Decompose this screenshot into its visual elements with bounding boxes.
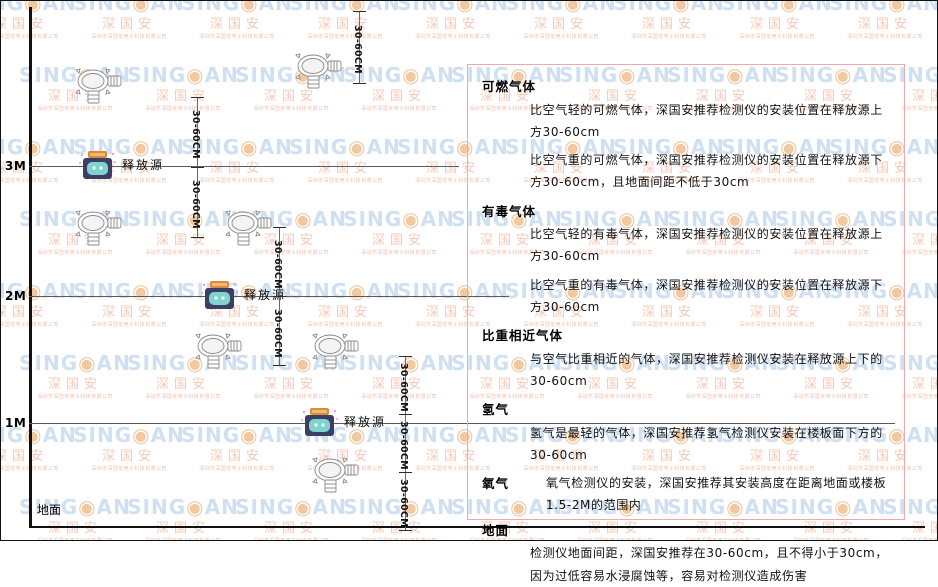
dim-right-tick: [399, 356, 412, 357]
dim-upper-tick: [191, 237, 204, 238]
dim-right-tick: [399, 530, 412, 531]
section-heading-similar-density-gas: 比重相近气体: [482, 328, 564, 343]
section-paragraph: 氧气检测仪的安装，深国安推荐其安装高度在距离地面或楼板1.5-2M的范围内: [546, 476, 887, 513]
source-2m-icon: [201, 280, 241, 312]
dim-middle-tick: [273, 227, 286, 228]
dim-right-label: 30-60CM: [398, 363, 409, 412]
source-1m-lead-line: [32, 423, 301, 424]
installation-guidelines-panel: 可燃气体比空气轻的可燃气体，深国安推荐检测仪的安装位置在释放源上方30-60cm…: [467, 64, 905, 583]
dim-top-label: 30-60CM: [352, 25, 363, 74]
section-paragraph: 检测仪地面间距，深国安推荐在30-60cm，且不得小于30cm，因为过低容易水浸…: [530, 546, 888, 583]
dim-middle: 30-60CM 30-60CM: [272, 227, 286, 366]
dim-right-rule: [405, 356, 406, 530]
section-paragraph: 比空气轻的有毒气体，深国安推荐检测仪的安装位置在释放源上方30-60cm: [530, 227, 883, 264]
section-body-oxygen: 氧气检测仪的安装，深国安推荐其安装高度在距离地面或楼板1.5-2M的范围内: [538, 472, 890, 516]
dim-upper: 30-60CM 30-60CM: [190, 97, 204, 238]
detector-top-middle-icon: [289, 49, 347, 91]
dim-right: 30-60CM 30-60CM 30-60CM: [398, 356, 412, 531]
dim-right-label: 30-60CM: [398, 421, 409, 470]
section-toxic-gas: 有毒气体比空气轻的有毒气体，深国安推荐检测仪的安装位置在释放源上方30-60cm…: [482, 200, 890, 319]
section-heading-combustible-gas: 可燃气体: [482, 79, 537, 94]
source-2m-label: 释放源: [244, 288, 287, 302]
section-body-ground: 检测仪地面间距，深国安推荐在30-60cm，且不得小于30cm，因为过低容易水浸…: [482, 542, 890, 586]
source-2m-lead-line: [32, 296, 201, 297]
section-paragraph: 比空气重的有毒气体，深国安推荐检测仪的安装位置在释放源下方30-60cm: [530, 277, 883, 314]
level-label-2m: 2M: [5, 289, 27, 303]
dim-right-tick: [399, 414, 412, 415]
dim-upper-tick: [191, 167, 204, 168]
detector-mid-left-icon: [69, 206, 127, 248]
level-line-1m: [29, 423, 895, 424]
detector-lower-right-icon: [306, 329, 364, 371]
section-hydrogen: 氢气氢气是最轻的气体，深国安推荐氢气检测仪安装在楼板面下方的30-60cm: [482, 398, 890, 466]
dim-right-tick: [399, 472, 412, 473]
source-3m-lead-line: [32, 166, 79, 167]
vertical-axis: [29, 7, 32, 528]
dim-middle-tick: [273, 296, 286, 297]
section-body-hydrogen: 氢气是最轻的气体，深国安推荐氢气检测仪安装在楼板面下方的30-60cm: [482, 422, 890, 466]
section-ground: 地面检测仪地面间距，深国安推荐在30-60cm，且不得小于30cm，因为过低容易…: [482, 519, 890, 587]
dim-top-rule: [359, 11, 360, 83]
section-paragraph: 比空气轻的可燃气体，深国安推荐检测仪的安装位置在释放源上方30-60cm: [530, 102, 883, 139]
dim-upper-tick: [191, 97, 204, 98]
level-line-3m: [29, 166, 459, 167]
section-paragraph: 与空气比重相近的气体，深国安推荐检测仪安装在释放源上下的30-60cm: [530, 351, 883, 388]
dim-top: 30-60CM: [352, 11, 366, 84]
dim-upper-label: 30-60CM: [190, 110, 201, 159]
detector-lower-left-icon: [189, 329, 247, 371]
source-1m-icon: [301, 407, 341, 439]
dim-top-tick: [353, 11, 366, 12]
detector-top-left-icon: [69, 64, 127, 106]
section-paragraph: 氢气是最轻的气体，深国安推荐氢气检测仪安装在楼板面下方的30-60cm: [530, 425, 883, 463]
level-line-2m: [29, 296, 509, 297]
section-heading-toxic-gas: 有毒气体: [482, 203, 537, 219]
dim-upper-label: 30-60CM: [190, 180, 201, 229]
dim-right-label: 30-60CM: [398, 479, 409, 528]
gas-detector-installation-diagram: 3M 2M 1M 释放源 释放源 释放源 30-60CM 30-60CM 30-60CM 30…: [1, 1, 937, 540]
section-heading-ground: 地面: [482, 522, 510, 538]
section-paragraph: 比空气重的可燃气体，深国安推荐检测仪的安装位置在释放源下方30-60cm，且地面…: [530, 153, 883, 190]
source-3m-icon: [79, 150, 119, 182]
dim-middle-tick: [273, 365, 286, 366]
section-similar-density-gas: 比重相近气体与空气比重相近的气体，深国安推荐检测仪安装在释放源上下的30-60c…: [482, 324, 890, 392]
section-heading-hydrogen: 氢气: [482, 402, 510, 418]
dim-middle-label: 30-60CM: [272, 308, 283, 358]
section-body-similar-density-gas: 与空气比重相近的气体，深国安推荐检测仪安装在释放源上下的30-60cm: [482, 348, 890, 392]
section-heading-oxygen: 氧气: [482, 476, 510, 492]
section-body-combustible-gas: 比空气轻的可燃气体，深国安推荐检测仪的安装位置在释放源上方30-60cm 比空气重…: [482, 99, 890, 194]
dim-middle-label: 30-60CM: [272, 239, 283, 289]
source-1m-label: 释放源: [344, 415, 387, 429]
dim-top-tick: [353, 83, 366, 84]
level-label-1m: 1M: [5, 416, 27, 430]
section-oxygen: 氧气 氧气检测仪的安装，深国安推荐其安装高度在距离地面或楼板1.5-2M的范围内: [482, 472, 890, 516]
ground-label: 地面: [37, 503, 62, 517]
section-combustible-gas: 可燃气体比空气轻的可燃气体，深国安推荐检测仪的安装位置在释放源上方30-60cm…: [482, 75, 890, 194]
level-label-3m: 3M: [5, 159, 27, 173]
detector-mid-right-icon: [219, 206, 277, 248]
detector-bottom-icon: [306, 453, 364, 495]
source-3m-label: 释放源: [122, 158, 165, 172]
ground-axis: [29, 526, 925, 528]
section-body-toxic-gas: 比空气轻的有毒气体，深国安推荐检测仪的安装位置在释放源上方30-60cm 比空气重…: [482, 223, 890, 318]
